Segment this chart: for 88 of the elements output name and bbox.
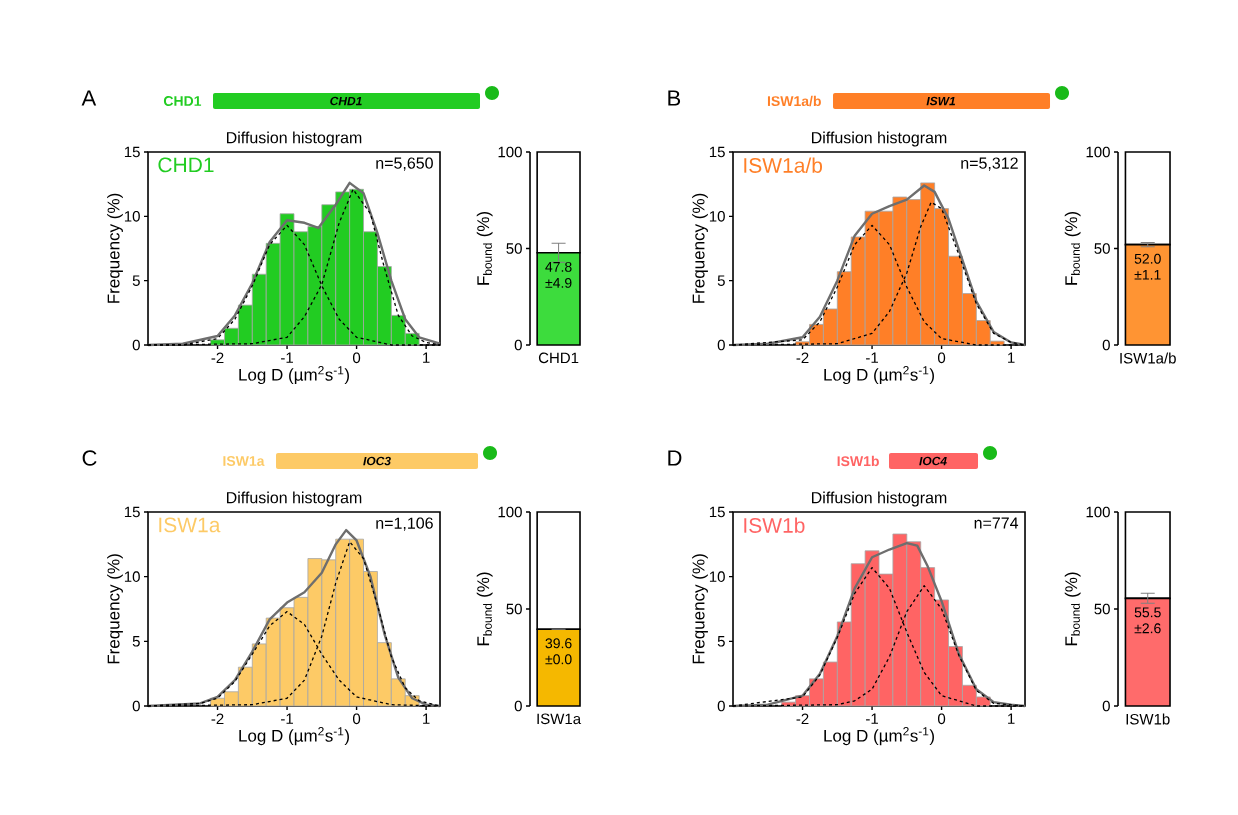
- x-tick-label: -2: [796, 352, 809, 363]
- y-tick-label: 0: [514, 700, 522, 712]
- text: CHD1: [330, 96, 362, 106]
- y-axis-title: F$_{bound}$ (%): [1064, 211, 1081, 285]
- y-tick-label: 50: [1094, 603, 1110, 615]
- y-tick-label: 10: [709, 211, 725, 222]
- y-tick-label: 100: [1086, 146, 1110, 158]
- y-tick-label: 15: [709, 146, 725, 158]
- data-label: 47.8 ±4.9: [545, 261, 572, 288]
- y-tick-label: 0: [132, 700, 140, 712]
- y-axis-title: F$_{bound}$ (%): [476, 211, 493, 285]
- x-tick-label: 0: [937, 713, 946, 725]
- x-tick-label: ISW1a/b: [1120, 352, 1176, 364]
- text: D: [668, 450, 682, 466]
- x-tick-label: 0: [352, 713, 361, 725]
- annotation: n=774: [974, 517, 1019, 529]
- text: ISW1: [926, 96, 956, 106]
- y-tick-label: 5: [132, 636, 140, 647]
- y-tick-label: 0: [717, 700, 725, 712]
- y-tick-label: 15: [124, 506, 140, 518]
- x-tick-label: -2: [796, 713, 809, 725]
- y-tick-label: 5: [717, 275, 725, 286]
- x-tick-label: 0: [937, 352, 946, 364]
- y-tick-label: 0: [514, 339, 522, 351]
- y-tick-label: 5: [717, 636, 725, 647]
- y-axis-title: Frequency (%): [107, 193, 123, 303]
- x-tick-label: ISW1a: [537, 713, 582, 725]
- text: ISW1a/b: [767, 95, 821, 107]
- x-axis-title: Log D (µm$^{2}$s$^{-1}$): [824, 366, 934, 385]
- y-tick-label: 15: [709, 506, 725, 518]
- x-tick-label: 1: [1008, 352, 1015, 363]
- text: C: [82, 450, 97, 466]
- text: IOC4: [919, 456, 947, 466]
- chart-title: Diffusion histogram: [812, 491, 947, 507]
- text: CHD1: [158, 157, 214, 173]
- text: ISW1a: [159, 517, 221, 533]
- data-label: 52.0 ±1.1: [1134, 253, 1161, 280]
- y-tick-label: 50: [506, 603, 522, 615]
- x-tick-label: CHD1: [538, 352, 579, 364]
- x-axis-title: Log D (µm$^{2}$s$^{-1}$): [824, 727, 934, 746]
- y-tick-label: 50: [506, 243, 522, 254]
- y-axis-title: Frequency (%): [107, 554, 123, 664]
- y-axis-title: Frequency (%): [692, 554, 708, 664]
- y-tick-label: 0: [132, 339, 140, 351]
- x-axis-title: Log D (µm$^{2}$s$^{-1}$): [239, 366, 349, 385]
- y-tick-label: 100: [498, 506, 522, 518]
- x-tick-label: -1: [281, 352, 293, 363]
- y-tick-label: 0: [1102, 700, 1110, 712]
- x-tick-label: -1: [866, 713, 878, 724]
- text: B: [668, 90, 681, 106]
- y-tick-label: 100: [1086, 506, 1110, 518]
- y-tick-label: 10: [709, 571, 725, 582]
- data-label: 39.6 ±0.0: [545, 638, 572, 665]
- x-tick-label: -1: [281, 713, 293, 724]
- y-tick-label: 0: [717, 339, 725, 351]
- y-tick-label: 50: [1094, 243, 1110, 254]
- y-tick-label: 15: [124, 146, 140, 158]
- y-tick-label: 100: [498, 146, 522, 158]
- y-tick-label: 0: [1102, 339, 1110, 351]
- y-tick-label: 10: [124, 211, 140, 222]
- x-axis-title: Log D (µm$^{2}$s$^{-1}$): [239, 727, 349, 746]
- annotation: n=1,106: [376, 517, 433, 531]
- chart-title: Diffusion histogram: [227, 131, 362, 147]
- data-label: 55.5 ±2.6: [1134, 607, 1161, 634]
- text: ISW1a: [223, 456, 265, 466]
- text: CHD1: [163, 96, 202, 106]
- chart-title: Diffusion histogram: [227, 491, 362, 507]
- x-tick-label: -2: [211, 352, 224, 363]
- text: ISW1a/b: [744, 157, 823, 173]
- x-tick-label: -1: [866, 352, 878, 363]
- y-axis-title: F$_{bound}$ (%): [476, 572, 493, 646]
- x-tick-label: 1: [1008, 713, 1015, 724]
- annotation: n=5,650: [376, 157, 433, 171]
- x-tick-label: 1: [423, 713, 430, 724]
- chart-title: Diffusion histogram: [812, 131, 947, 147]
- y-tick-label: 10: [124, 571, 140, 582]
- y-axis-title: F$_{bound}$ (%): [1064, 572, 1081, 646]
- text: ISW1b: [744, 517, 805, 533]
- text: A: [81, 90, 97, 106]
- y-axis-title: Frequency (%): [692, 193, 708, 303]
- y-tick-label: 5: [132, 275, 140, 286]
- x-tick-label: 0: [352, 352, 361, 364]
- text: ISW1b: [837, 455, 879, 467]
- x-tick-label: ISW1b: [1126, 713, 1170, 725]
- text: IOC3: [363, 456, 391, 466]
- annotation: n=5,312: [961, 157, 1018, 171]
- x-tick-label: -2: [211, 713, 224, 725]
- x-tick-label: 1: [423, 352, 430, 363]
